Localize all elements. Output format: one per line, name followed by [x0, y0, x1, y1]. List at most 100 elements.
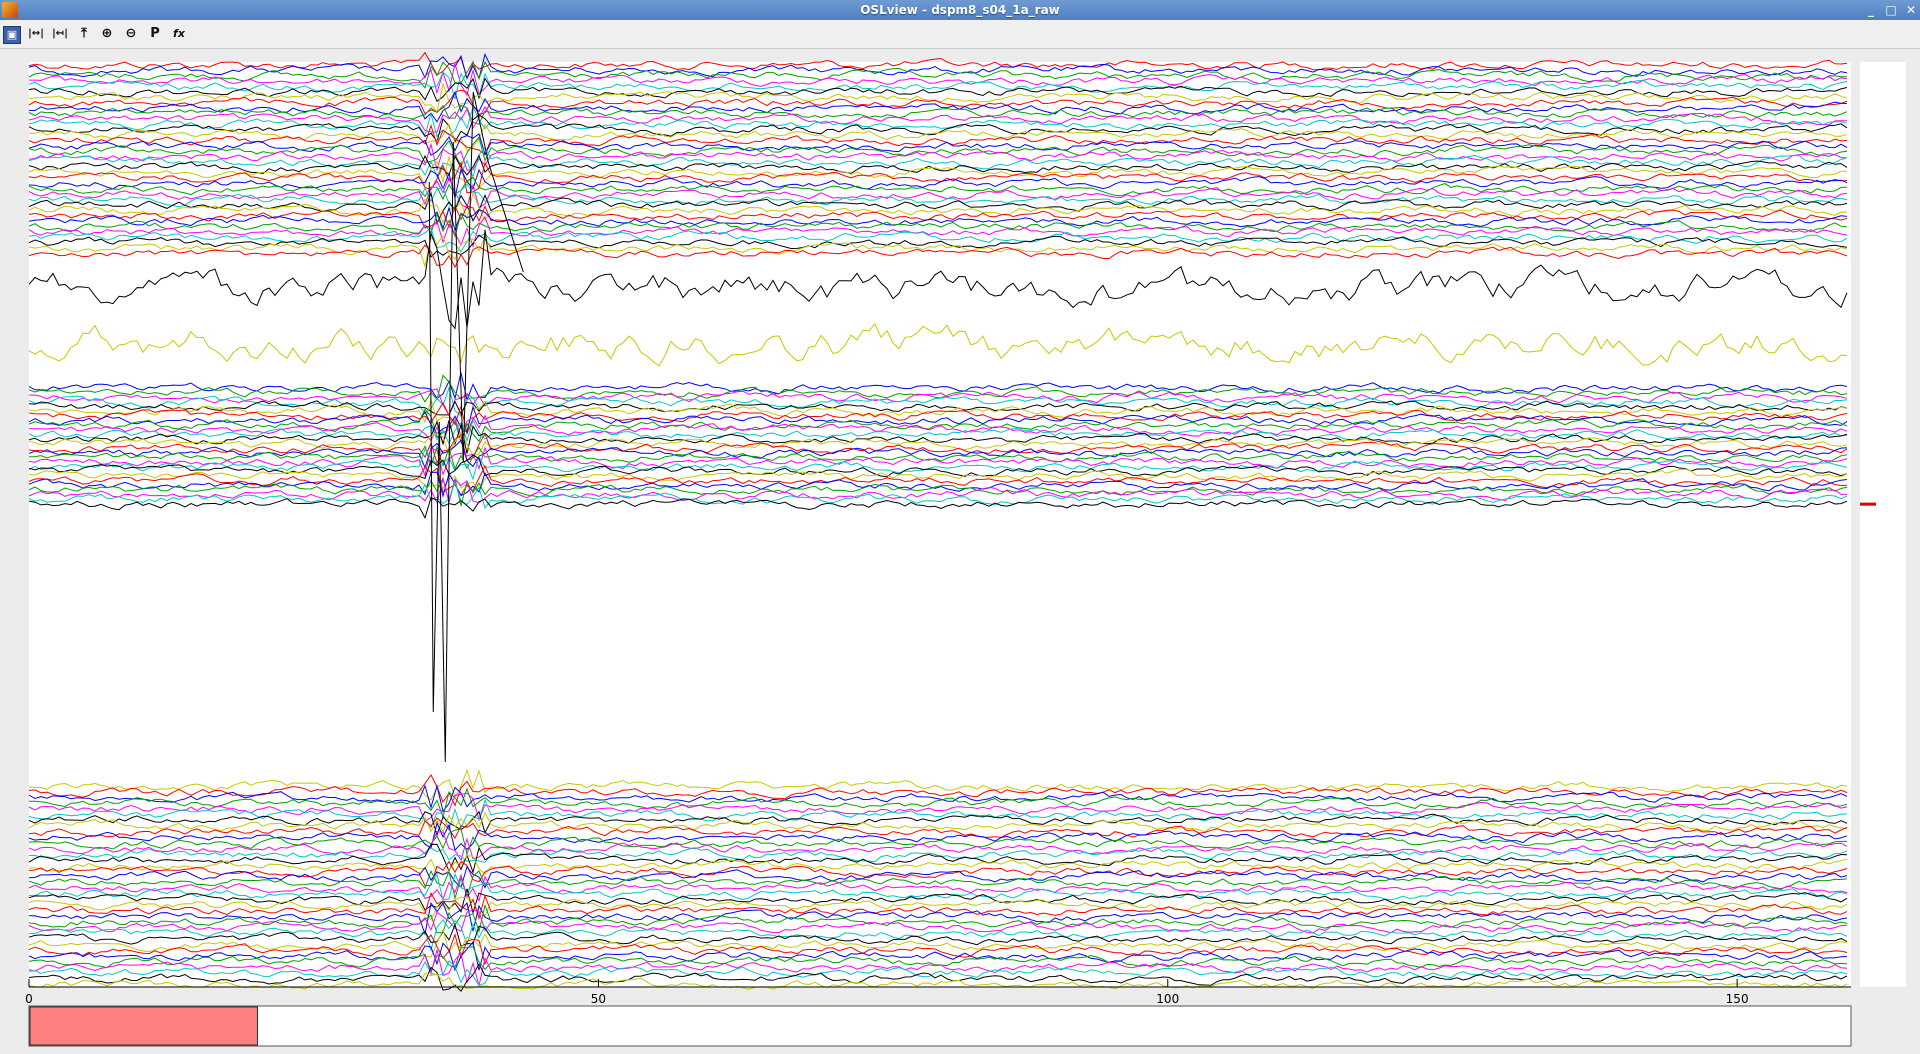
channel-trace	[28, 454, 1848, 480]
channel-trace	[28, 161, 1848, 194]
channel-trace	[28, 167, 1848, 198]
channel-trace	[28, 798, 1848, 832]
contract-horizontal-icon[interactable]: |↤|	[52, 28, 68, 39]
channel-trace	[28, 77, 1848, 103]
channel-trace	[28, 191, 1848, 226]
channel-trace	[28, 104, 1848, 125]
channel-trace	[28, 891, 1848, 920]
channel-trace	[28, 123, 1848, 152]
channel-trace	[28, 439, 1848, 470]
close-button[interactable]: ✕	[1905, 3, 1917, 17]
channel-trace	[28, 869, 1848, 901]
channel-trace	[28, 400, 1848, 416]
channel-trace	[28, 860, 1848, 887]
channel-trace	[28, 903, 1848, 934]
channel-trace	[28, 183, 1848, 212]
channel-trace	[28, 972, 1848, 990]
save-icon[interactable]: ▣	[3, 26, 21, 44]
channel-trace	[28, 244, 1848, 269]
channel-trace	[28, 468, 1848, 493]
channel-trace	[28, 53, 1848, 80]
channel-trace	[28, 227, 1848, 253]
channel-trace	[28, 419, 1848, 445]
x-axis: 0 50 100 150	[25, 979, 1851, 1006]
channel-trace	[28, 963, 1848, 993]
channel-trace	[28, 810, 1848, 837]
channel-trace	[28, 234, 1848, 258]
channel-trace	[28, 497, 1848, 520]
channel-trace	[28, 142, 1848, 172]
zoom-out-icon[interactable]: ⊖	[125, 26, 137, 41]
channel-trace	[28, 91, 1847, 123]
channel-trace	[28, 408, 1848, 444]
channel-trace	[28, 888, 1848, 915]
channel-trace	[28, 191, 1848, 224]
title-bar: OSLview - dspm8_s04_1a_raw _ □ ✕	[0, 0, 1920, 20]
channel-trace	[28, 946, 1848, 973]
channel-trace	[28, 448, 1848, 481]
artifact-trace	[428, 91, 524, 763]
channel-panel[interactable]	[1860, 62, 1906, 987]
x-tick-label: 150	[1726, 992, 1749, 1006]
window-title: OSLview - dspm8_s04_1a_raw	[860, 3, 1060, 17]
channel-trace	[28, 405, 1848, 435]
channel-trace	[28, 817, 1848, 840]
channel-trace	[28, 51, 1848, 80]
channel-trace	[28, 784, 1848, 813]
channel-trace	[28, 155, 1847, 190]
channel-trace	[28, 215, 1848, 248]
channel-traces	[28, 51, 1848, 993]
channel-trace	[28, 774, 1848, 807]
channel-trace	[28, 444, 1848, 471]
channel-trace	[28, 60, 1848, 89]
wide-channel-trace	[28, 322, 1848, 367]
channel-trace	[28, 792, 1848, 823]
channel-trace	[28, 831, 1848, 862]
x-tick-label: 100	[1156, 992, 1179, 1006]
channel-trace	[28, 896, 1848, 921]
channel-trace	[28, 105, 1848, 138]
channel-trace	[28, 374, 1848, 403]
channel-trace	[28, 872, 1848, 901]
channel-trace	[28, 397, 1848, 431]
scrollbar-track[interactable]	[28, 1005, 1852, 1047]
maximize-button[interactable]: □	[1885, 3, 1897, 17]
channel-trace	[28, 949, 1848, 986]
scrollbar-thumb[interactable]	[29, 1006, 258, 1046]
channel-trace	[29, 63, 1848, 97]
channel-trace	[28, 89, 1848, 115]
channel-trace	[28, 846, 1848, 863]
expand-horizontal-icon[interactable]: |↔|	[28, 28, 44, 39]
channel-trace	[28, 386, 1848, 417]
channel-trace	[29, 414, 1848, 446]
channel-trace	[28, 843, 1848, 875]
x-tick-label: 50	[591, 992, 606, 1006]
p-icon[interactable]: P	[150, 26, 160, 41]
channel-trace	[28, 940, 1848, 972]
channel-trace	[28, 923, 1848, 947]
channel-trace	[28, 865, 1848, 889]
channel-trace	[28, 811, 1848, 834]
channel-trace	[28, 960, 1848, 986]
matlab-app-icon	[2, 2, 18, 18]
channel-trace	[28, 480, 1848, 510]
channel-trace	[28, 854, 1848, 876]
channel-trace	[28, 901, 1848, 936]
zoom-in-icon[interactable]: ⊕	[101, 26, 113, 41]
channel-trace	[28, 476, 1848, 507]
function-icon[interactable]: fx	[173, 27, 185, 40]
channel-trace	[28, 464, 1848, 497]
channel-trace	[28, 918, 1848, 952]
channel-trace	[28, 204, 1848, 229]
expand-vertical-icon[interactable]: ⤒	[81, 26, 87, 41]
channel-trace	[28, 123, 1848, 156]
channel-trace	[28, 909, 1848, 934]
channel-trace	[28, 821, 1848, 852]
channel-trace	[28, 873, 1848, 903]
channel-trace	[28, 420, 1848, 454]
channel-trace	[28, 136, 1848, 168]
minimize-button[interactable]: _	[1868, 3, 1874, 17]
channel-trace	[28, 176, 1848, 209]
channel-trace	[28, 828, 1848, 856]
